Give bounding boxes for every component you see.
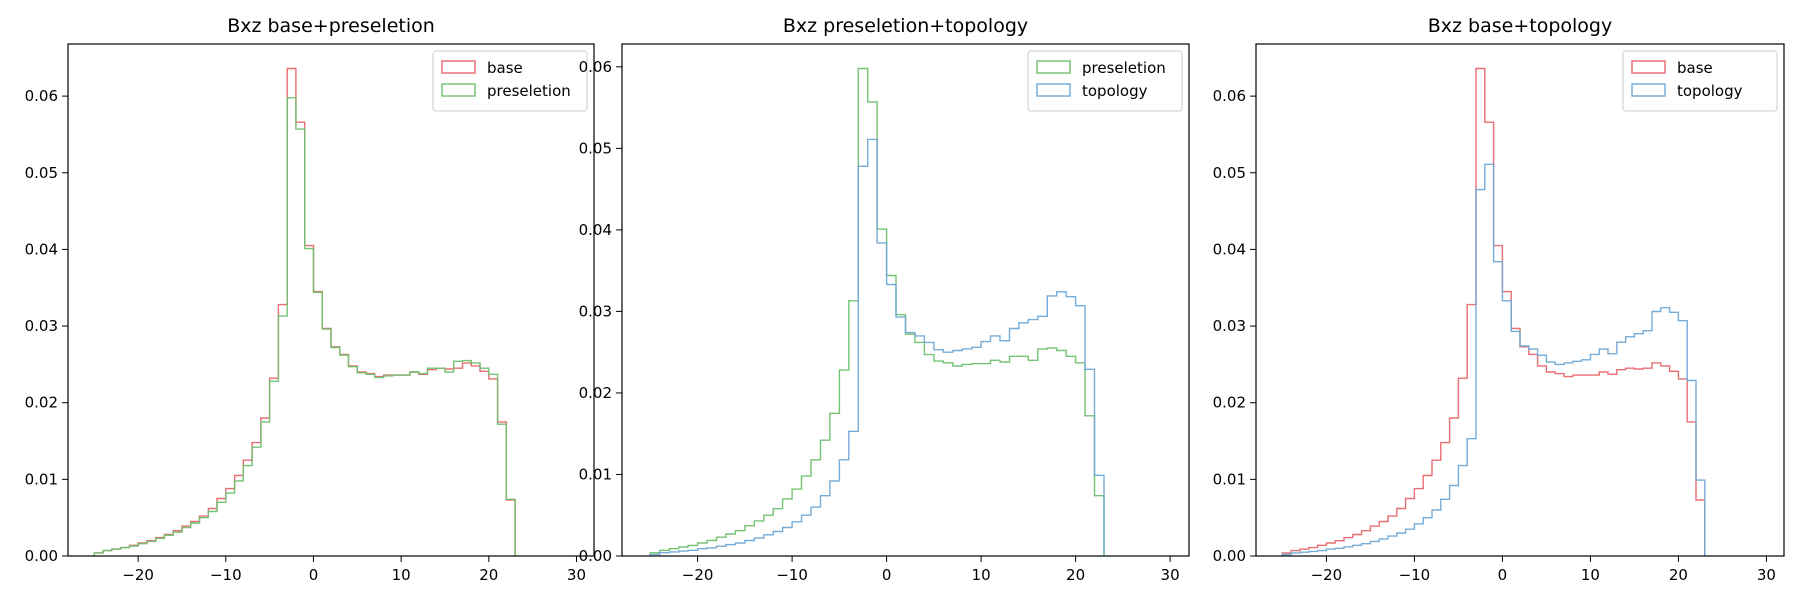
subplot-title: Bxz base+preseletion: [227, 15, 435, 37]
y-tick-label: 0.03: [1213, 317, 1246, 335]
y-tick-label: 0.02: [1213, 394, 1246, 412]
y-tick-label: 0.03: [25, 317, 58, 335]
subplot-title: Bxz preseletion+topology: [783, 15, 1028, 37]
x-tick-label: −10: [776, 566, 808, 584]
histogram-series-2: [93, 97, 516, 556]
subplot-2: Bxz preseletion+topology −20 −10 0 10 20 30 0.…: [579, 15, 1190, 584]
legend-swatch: [441, 60, 476, 74]
x-tick-label: 20: [1669, 566, 1688, 584]
y-tick-label: 0.00: [579, 547, 612, 565]
x-tick-label: −20: [122, 566, 154, 584]
x-tick-label: −10: [1399, 566, 1431, 584]
legend-label: base: [487, 59, 523, 77]
legend-label: preseletion: [1082, 59, 1166, 77]
x-tick-label: 10: [1581, 566, 1600, 584]
y-tick-label: 0.00: [25, 547, 58, 565]
subplot-3: Bxz base+topology −20 −10 0 10 20 30 0.00 0.01 0…: [1213, 15, 1785, 584]
histogram-series-2: [649, 138, 1105, 556]
y-tick-label: 0.01: [25, 470, 58, 488]
x-tick-label: 0: [882, 566, 892, 584]
y-tick-label: 0.04: [579, 221, 612, 239]
axes-frame: [621, 43, 1190, 557]
x-tick-label: 20: [479, 566, 498, 584]
legend-swatch: [1631, 60, 1666, 74]
y-tick-label: 0.04: [1213, 240, 1246, 258]
legend-label: topology: [1082, 82, 1148, 100]
x-tick-label: 30: [567, 566, 586, 584]
x-tick-label: 10: [972, 566, 991, 584]
legend-swatch: [1631, 83, 1666, 97]
legend-swatch: [1036, 60, 1071, 74]
y-tick-label: 0.05: [1213, 164, 1246, 182]
x-tick-label: 0: [309, 566, 319, 584]
legend-label: preseletion: [487, 82, 571, 100]
y-tick-label: 0.02: [25, 394, 58, 412]
x-tick-label: −20: [682, 566, 714, 584]
y-tick-label: 0.03: [579, 302, 612, 320]
subplot-title: Bxz base+topology: [1428, 15, 1612, 37]
legend-swatch: [441, 83, 476, 97]
histogram-series-2: [1281, 163, 1706, 556]
y-tick-label: 0.01: [579, 465, 612, 483]
axes-frame: [67, 43, 595, 557]
y-tick-label: 0.04: [25, 240, 58, 258]
histogram-series-1: [1281, 67, 1706, 556]
y-tick-label: 0.06: [1213, 87, 1246, 105]
y-tick-label: 0.06: [25, 87, 58, 105]
histogram-series-1: [93, 67, 516, 556]
legend-swatch: [1036, 83, 1071, 97]
x-tick-label: −10: [210, 566, 242, 584]
legend-label: base: [1677, 59, 1713, 77]
x-tick-label: 0: [1498, 566, 1508, 584]
y-tick-label: 0.00: [1213, 547, 1246, 565]
histogram-series-1: [649, 67, 1105, 556]
x-tick-label: 30: [1757, 566, 1776, 584]
x-tick-label: 10: [392, 566, 411, 584]
x-tick-label: −20: [1311, 566, 1343, 584]
x-tick-label: 20: [1066, 566, 1085, 584]
y-tick-label: 0.05: [579, 139, 612, 157]
subplot-1: Bxz base+preseletion −20 −10 0 10 20 30 0.00 0.…: [25, 15, 595, 584]
y-tick-label: 0.05: [25, 164, 58, 182]
x-tick-label: 30: [1161, 566, 1180, 584]
legend-label: topology: [1677, 82, 1743, 100]
axes-frame: [1255, 43, 1785, 557]
y-tick-label: 0.02: [579, 384, 612, 402]
y-tick-label: 0.01: [1213, 470, 1246, 488]
y-tick-label: 0.06: [579, 58, 612, 76]
